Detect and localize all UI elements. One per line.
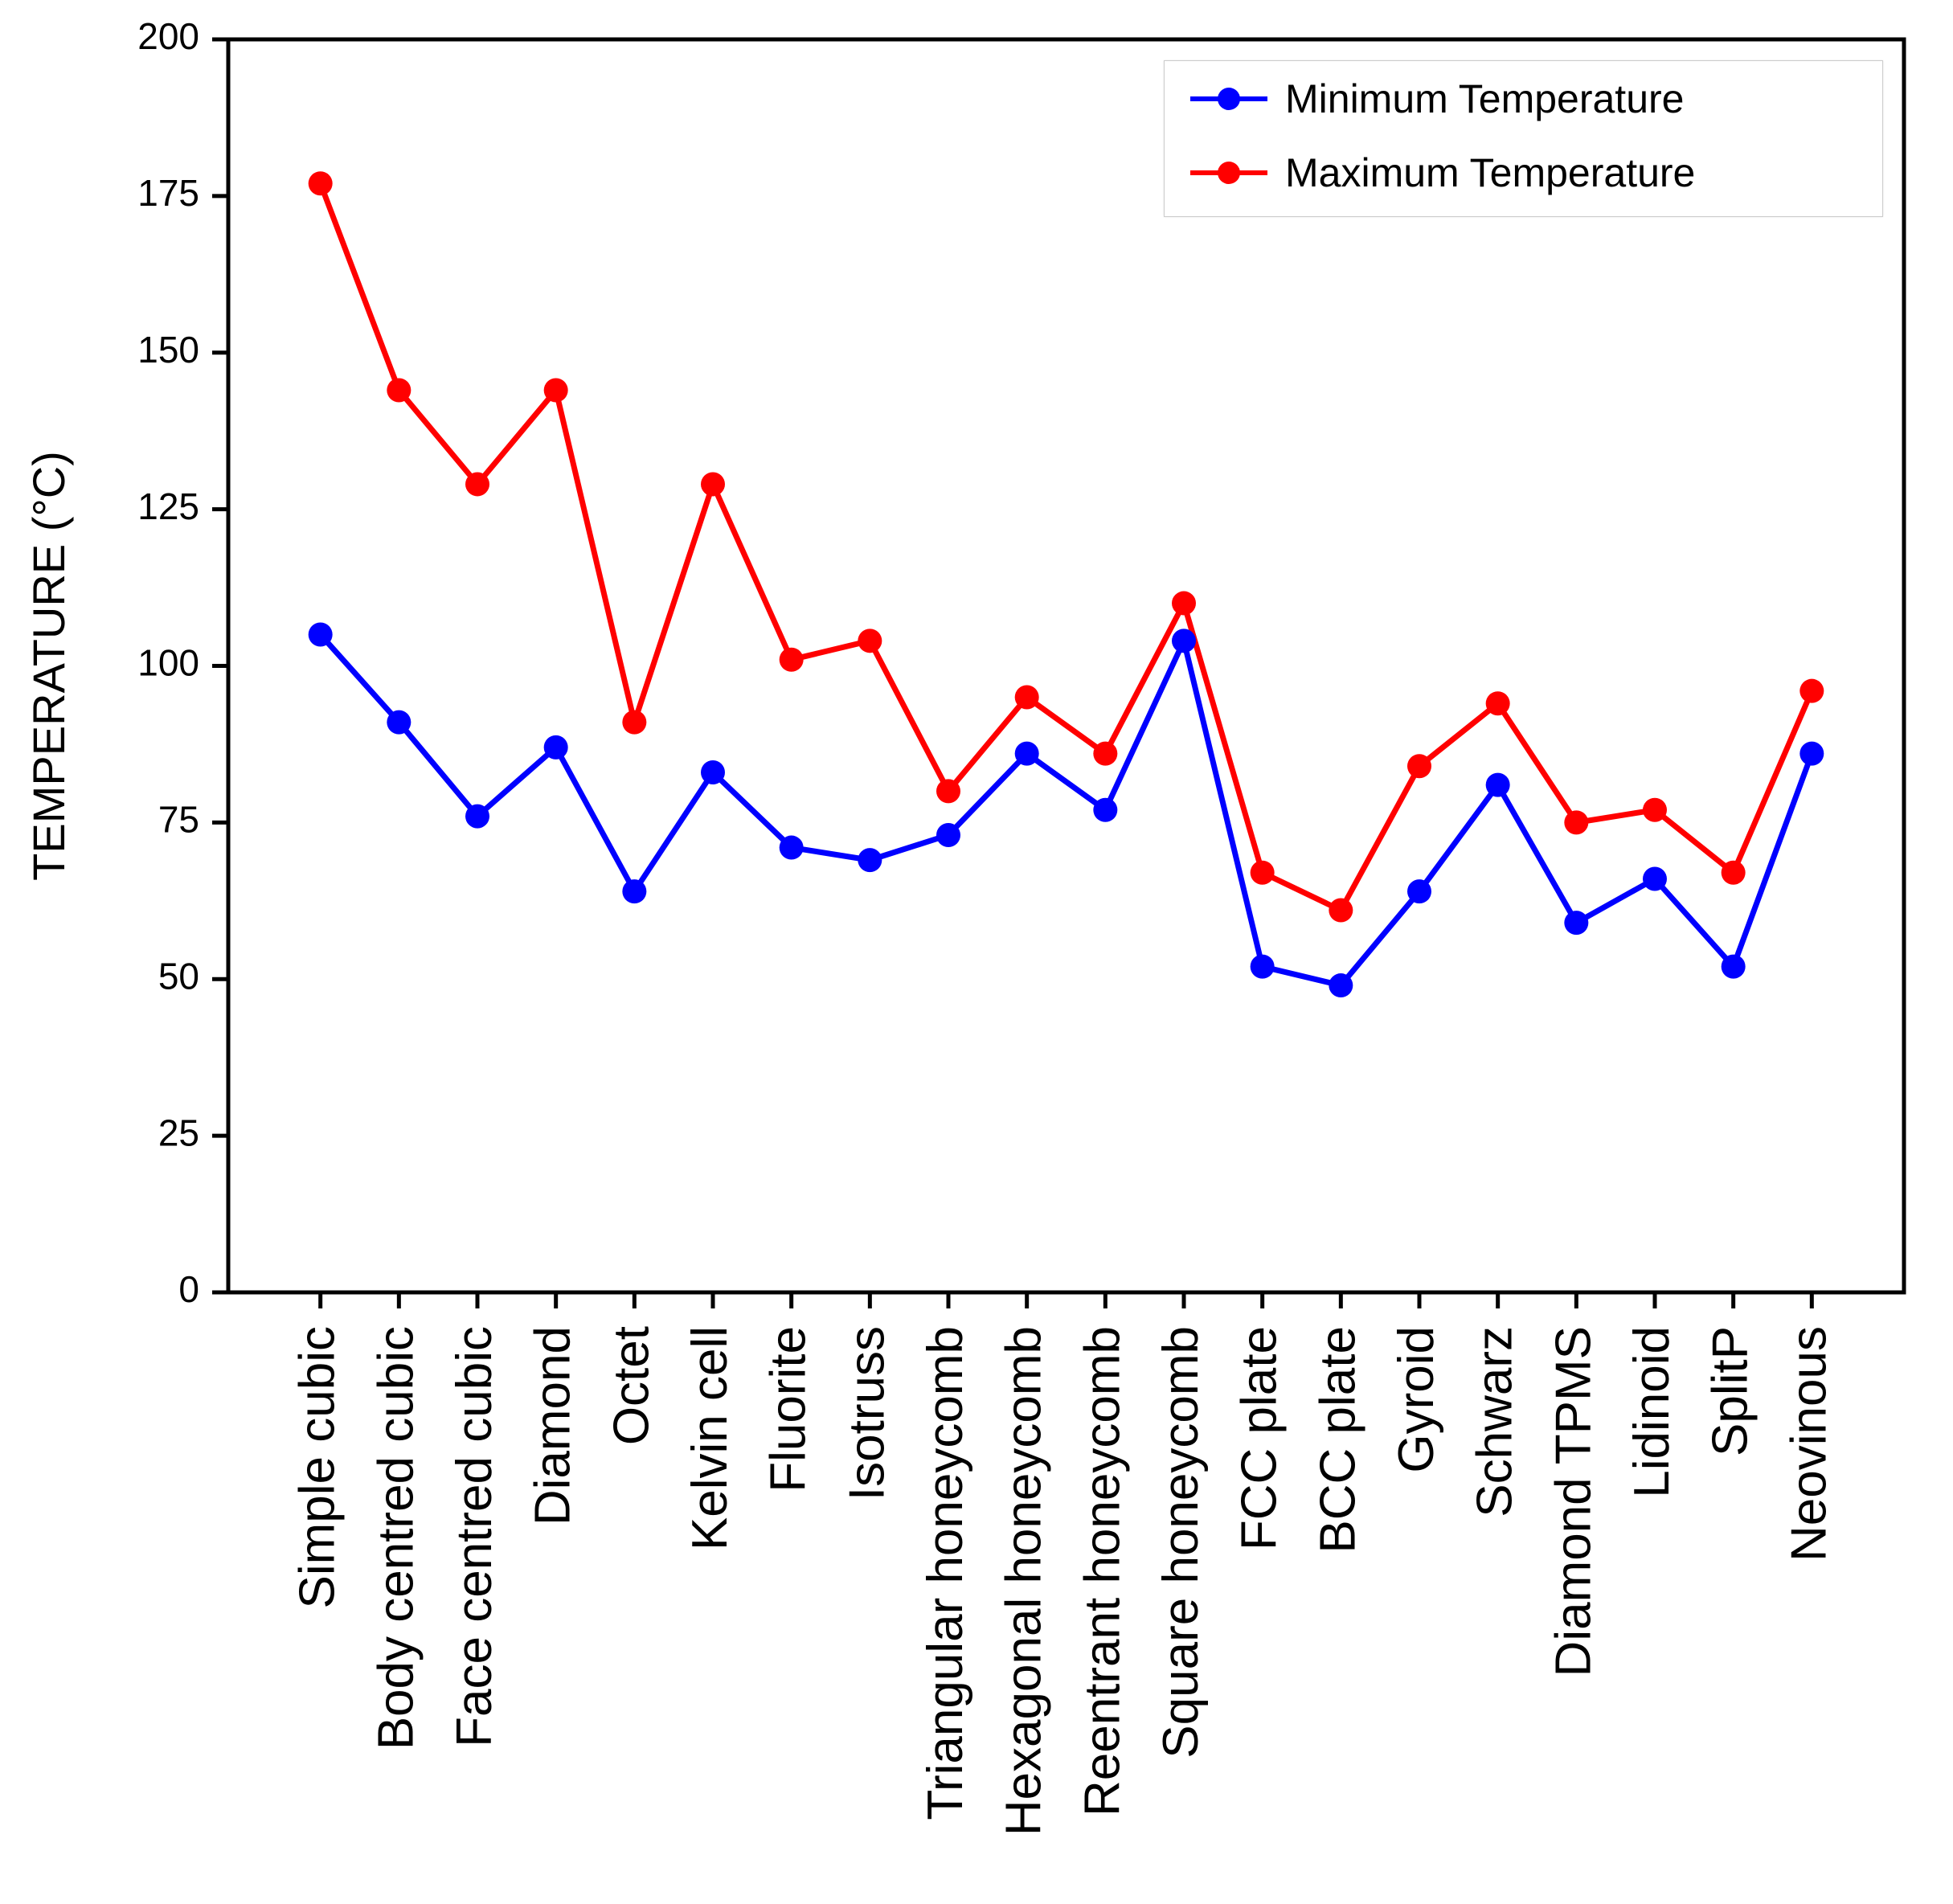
- svg-text:150: 150: [137, 329, 199, 371]
- svg-text:Lidinoid: Lidinoid: [1624, 1326, 1680, 1498]
- svg-text:Gyroid: Gyroid: [1389, 1326, 1444, 1473]
- svg-text:Kelvin cell: Kelvin cell: [682, 1326, 738, 1550]
- svg-text:Square honeycomb: Square honeycomb: [1153, 1326, 1209, 1759]
- svg-text:SplitP: SplitP: [1703, 1326, 1759, 1456]
- svg-text:Reentrant honeycomb: Reentrant honeycomb: [1075, 1326, 1130, 1816]
- svg-text:Triangular honeycomb: Triangular honeycomb: [918, 1326, 973, 1820]
- svg-text:Hexagonal honeycomb: Hexagonal honeycomb: [997, 1326, 1052, 1836]
- svg-text:Body centred cubic: Body centred cubic: [368, 1326, 424, 1750]
- svg-text:Fluorite: Fluorite: [761, 1326, 817, 1492]
- svg-text:Diamond TPMS: Diamond TPMS: [1546, 1326, 1601, 1677]
- svg-text:100: 100: [137, 642, 199, 684]
- svg-text:Simple cubic: Simple cubic: [290, 1326, 346, 1608]
- svg-text:25: 25: [158, 1112, 199, 1153]
- svg-text:125: 125: [137, 485, 199, 527]
- svg-text:TEMPERATURE (°C): TEMPERATURE (°C): [23, 451, 74, 881]
- svg-text:Octet: Octet: [604, 1326, 659, 1445]
- svg-text:Face centred cubic: Face centred cubic: [447, 1326, 502, 1747]
- svg-text:Neovinous: Neovinous: [1781, 1326, 1836, 1562]
- svg-text:Isotruss: Isotruss: [839, 1326, 895, 1501]
- svg-text:Diamond: Diamond: [526, 1326, 581, 1525]
- svg-text:175: 175: [137, 172, 199, 214]
- svg-text:50: 50: [158, 955, 199, 997]
- svg-text:75: 75: [158, 799, 199, 841]
- svg-text:BCC plate: BCC plate: [1310, 1326, 1365, 1554]
- svg-text:0: 0: [178, 1268, 199, 1310]
- svg-text:Schwarz: Schwarz: [1468, 1326, 1523, 1517]
- svg-text:200: 200: [137, 15, 199, 57]
- svg-text:FCC plate: FCC plate: [1232, 1326, 1288, 1550]
